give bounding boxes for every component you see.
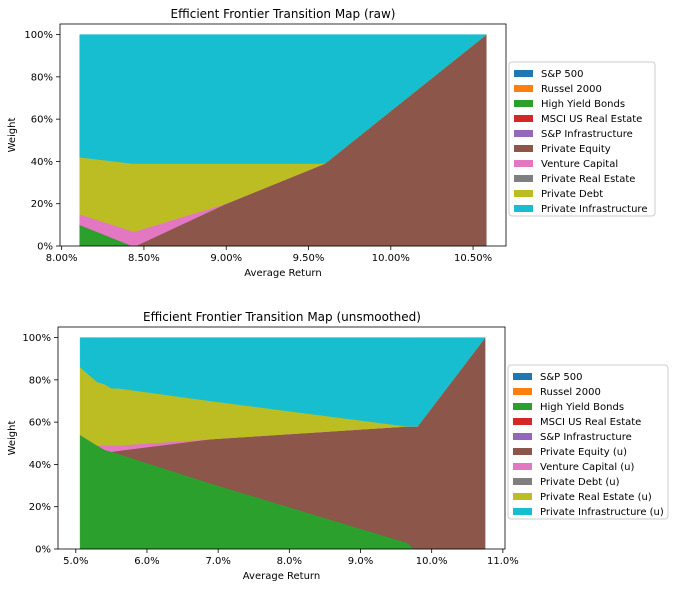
legend-label: Russel 2000 [540,387,601,398]
x-tick-label: 5.0% [63,556,88,567]
chart-unsmoothed: Efficient Frontier Transition Map (unsmo… [7,310,669,582]
area-layers [79,336,486,550]
legend-swatch [513,463,532,470]
legend: S&P 500 Russel 2000 High Yield Bonds MSCI U… [508,61,656,217]
y-tick-label: 60% [31,115,53,126]
legend-swatch [513,403,532,410]
chart-title: Efficient Frontier Transition Map (raw) [171,7,396,21]
legend-swatch [514,160,533,167]
legend-label: S&P 500 [540,372,582,383]
legend-box [507,364,669,520]
x-tick-label: 11.0% [487,556,519,567]
legend-label: Venture Capital [541,159,618,170]
legend-swatch [514,70,533,77]
plot-frame [57,326,506,550]
legend-label: MSCI US Real Estate [540,417,641,428]
x-tick-label: 6.0% [134,556,159,567]
x-axis-ticks: 8.00% 8.50% 9.00% 9.50% 10.00% 10.50% [46,246,492,264]
legend-swatch [513,373,532,380]
x-tick-label: 8.50% [128,253,160,264]
x-tick-label: 10.50% [454,253,492,264]
legend-label: S&P 500 [541,69,583,80]
x-tick-label: 9.00% [210,253,242,264]
chart-title: Efficient Frontier Transition Map (unsmo… [143,310,421,324]
x-axis-ticks: 5.0% 6.0% 7.0% 8.0% 9.0% 10.0% 11.0% [63,549,519,567]
y-axis-ticks: 0% 20% 40% 60% 80% 100% [22,333,58,556]
legend-swatch [513,418,532,425]
x-tick-label: 7.0% [205,556,230,567]
legend-swatch [514,115,533,122]
legend-label: S&P Infrastructure [540,432,632,443]
x-tick-label: 8.00% [46,253,78,264]
legend-swatch [513,493,532,500]
legend-swatch [513,448,532,455]
legend-swatch [514,130,533,137]
chart-raw: Efficient Frontier Transition Map (raw) … [7,7,656,279]
legend-label: Private Real Estate (u) [540,492,652,503]
legend-swatch [513,433,532,440]
area-layers [79,34,488,247]
legend-label: High Yield Bonds [541,99,625,110]
legend-swatch [513,388,532,395]
legend-label: Private Equity (u) [540,447,627,458]
y-tick-label: 0% [35,545,51,556]
legend-label: Private Debt [541,189,603,200]
legend-label: MSCI US Real Estate [541,114,642,125]
legend-swatch [513,508,532,515]
y-axis-label: Weight [7,118,18,153]
legend-box [508,61,656,217]
legend: S&P 500 Russel 2000 High Yield Bonds MSCI U… [507,364,669,520]
legend-label: S&P Infrastructure [541,129,633,140]
area-series-9 [79,337,486,427]
area-series-9 [79,34,488,164]
legend-swatch [514,205,533,212]
y-tick-label: 40% [29,460,51,471]
legend-swatch [514,175,533,182]
y-tick-label: 80% [29,375,51,386]
legend-label: High Yield Bonds [540,402,624,413]
legend-swatch [514,190,533,197]
legend-swatch [514,85,533,92]
legend-swatch [514,100,533,107]
y-tick-label: 0% [37,242,53,253]
x-tick-label: 9.0% [348,556,373,567]
legend-label: Private Real Estate [541,174,635,185]
y-tick-label: 40% [31,157,53,168]
legend-swatch [513,478,532,485]
y-axis-label: Weight [7,421,18,456]
y-axis-ticks: 0% 20% 40% 60% 80% 100% [24,30,60,253]
x-tick-label: 10.0% [416,556,448,567]
y-tick-label: 100% [22,333,51,344]
y-tick-label: 20% [29,502,51,513]
plot-frame [59,23,507,247]
x-tick-label: 9.50% [293,253,325,264]
x-tick-label: 8.0% [277,556,302,567]
x-axis-label: Average Return [243,571,320,582]
y-tick-label: 20% [31,199,53,210]
y-tick-label: 80% [31,72,53,83]
x-tick-label: 10.00% [372,253,410,264]
legend-swatch [514,145,533,152]
y-tick-label: 100% [24,30,53,41]
x-axis-label: Average Return [244,268,321,279]
legend-label: Private Infrastructure (u) [540,507,664,518]
legend-label: Private Debt (u) [540,477,620,488]
y-tick-label: 60% [29,418,51,429]
legend-label: Private Equity [541,144,611,155]
legend-label: Venture Capital (u) [540,462,635,473]
legend-label: Private Infrastructure [541,204,647,215]
legend-label: Russel 2000 [541,84,602,95]
